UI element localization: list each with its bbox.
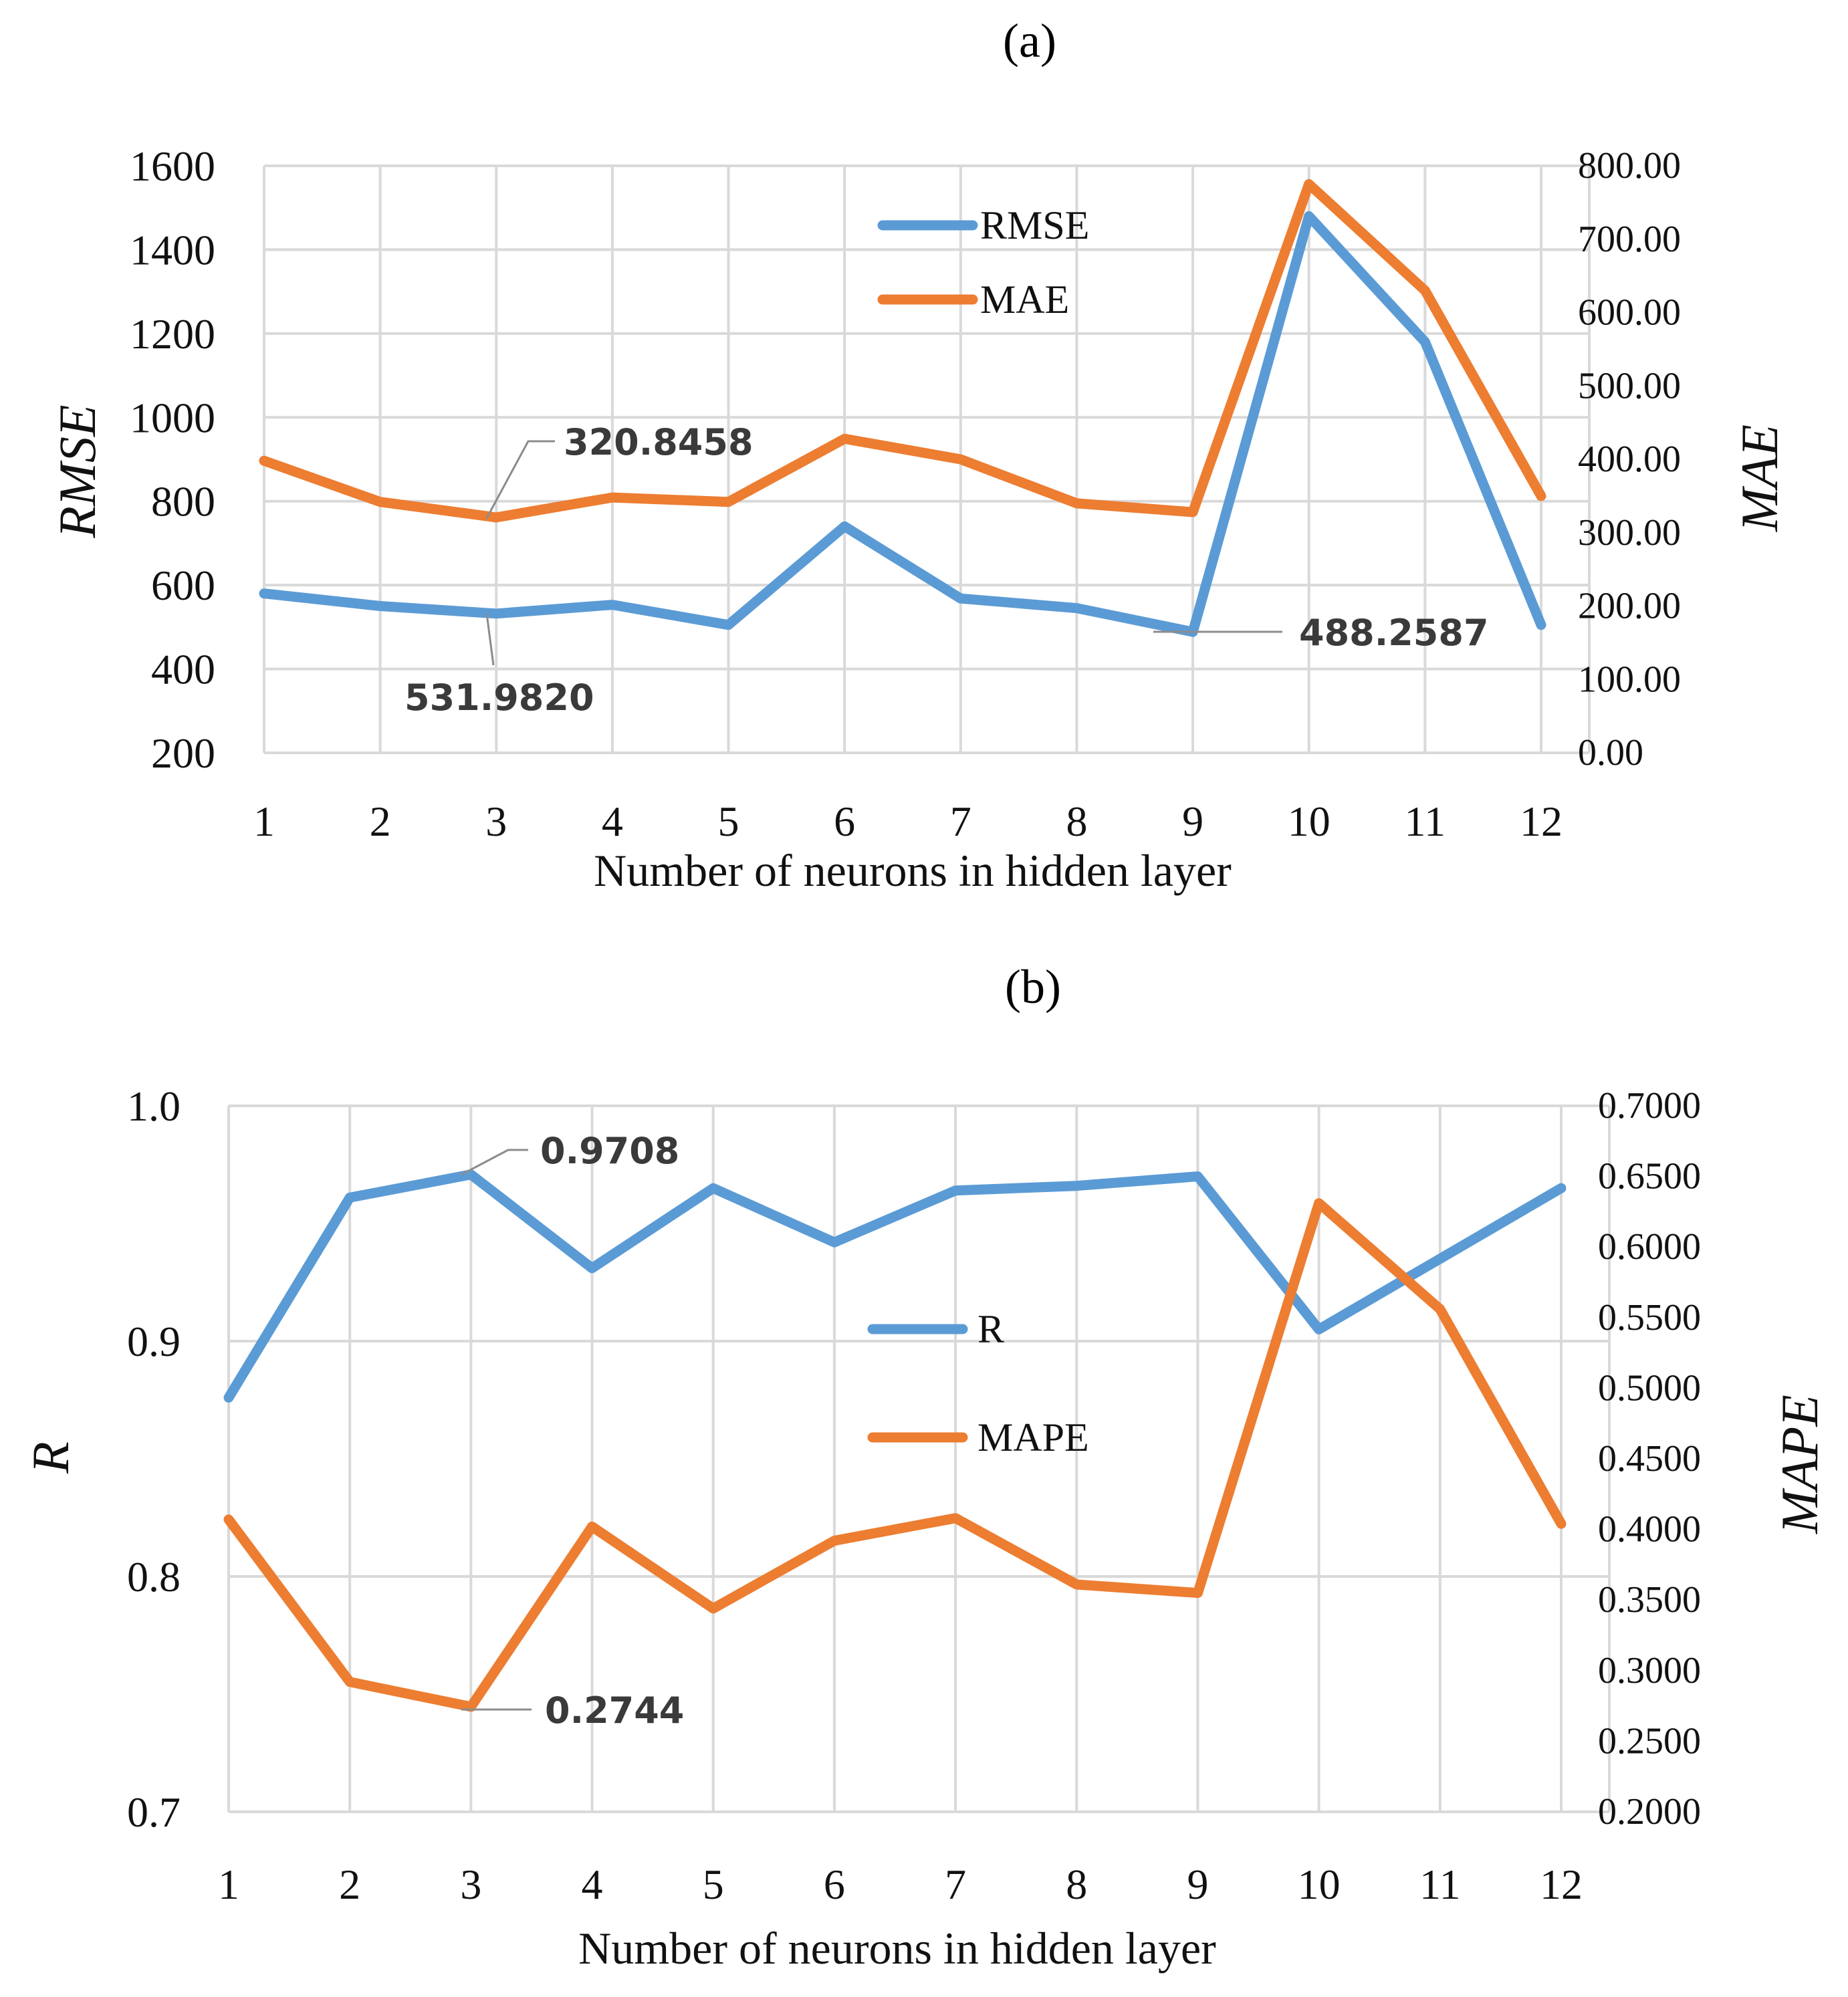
x-tick-label: 10 bbox=[1288, 798, 1331, 845]
y-tick-label: 1400 bbox=[130, 226, 215, 273]
y-right-tick-label: 200.00 bbox=[1578, 586, 1681, 627]
grid-a bbox=[263, 164, 1591, 754]
y-right-tick-label: 0.2000 bbox=[1598, 1791, 1701, 1833]
y-tick-label: 1.0 bbox=[127, 1082, 181, 1130]
y-tick-label: 1200 bbox=[130, 310, 215, 358]
y-tick-label: 1000 bbox=[130, 394, 215, 441]
annotation-mape-3: 0.2744 bbox=[545, 1689, 684, 1732]
y-right-tick-label: 100.00 bbox=[1578, 659, 1681, 700]
y-right-tick-label: 700.00 bbox=[1578, 219, 1681, 260]
x-axis-ticks-b: 1 2 3 4 5 6 7 8 9 10 11 12 bbox=[218, 1861, 1583, 1908]
x-tick-label: 5 bbox=[718, 798, 739, 845]
legend-label-mape: MAPE bbox=[977, 1415, 1089, 1459]
y-right-tick-label: 500.00 bbox=[1578, 365, 1681, 406]
x-tick-label: 4 bbox=[582, 1861, 603, 1908]
x-tick-label: 8 bbox=[1066, 1861, 1087, 1908]
x-tick-label: 6 bbox=[834, 798, 855, 845]
y-right-tick-label: 0.5500 bbox=[1598, 1297, 1701, 1338]
y-right-tick-label: 0.00 bbox=[1578, 732, 1643, 774]
x-tick-label: 10 bbox=[1298, 1861, 1341, 1908]
y-axis-title-b: R bbox=[21, 1441, 80, 1474]
series-a bbox=[259, 179, 1546, 637]
x-tick-label: 2 bbox=[339, 1861, 360, 1908]
x-tick-label: 9 bbox=[1187, 1861, 1208, 1908]
x-tick-label: 8 bbox=[1066, 798, 1087, 845]
y-right-tick-label: 0.5000 bbox=[1598, 1367, 1701, 1409]
series-line-r bbox=[223, 1169, 1567, 1403]
x-tick-label: 1 bbox=[218, 1861, 239, 1908]
x-tick-label: 12 bbox=[1520, 798, 1563, 845]
legend-label-r: R bbox=[977, 1307, 1004, 1351]
y-tick-label: 400 bbox=[151, 646, 215, 693]
x-tick-label: 12 bbox=[1540, 1861, 1583, 1908]
panel-a-label: (a) bbox=[1003, 14, 1056, 68]
y-tick-label: 0.7 bbox=[127, 1788, 181, 1836]
y-right-tick-label: 600.00 bbox=[1578, 292, 1681, 334]
x-tick-label: 5 bbox=[703, 1861, 724, 1908]
y-right-tick-label: 0.3500 bbox=[1598, 1579, 1701, 1621]
legend-a: RMSE MAE bbox=[877, 203, 1089, 322]
chart-panel-b: (b) 1.0 0.9 0.8 0.7 0.7000 0.6500 0.6000 0.550… bbox=[21, 960, 1829, 1974]
y-right-tick-label: 0.3000 bbox=[1598, 1650, 1701, 1691]
annotation-rmse-3: 531.9820 bbox=[405, 677, 594, 719]
y-right-tick-label: 400.00 bbox=[1578, 439, 1681, 480]
series-line-rmse bbox=[259, 211, 1546, 637]
chart-panel-a: (a) 1600 1400 1200 1000 800 600 400 200 800.00 7… bbox=[48, 14, 1788, 896]
y-tick-label: 1600 bbox=[130, 142, 215, 190]
x-axis-title-b: Number of neurons in hidden layer bbox=[578, 1923, 1216, 1974]
y-right-tick-label: 0.6500 bbox=[1598, 1156, 1701, 1197]
series-line-mape bbox=[223, 1198, 1567, 1712]
x-axis-title-a: Number of neurons in hidden layer bbox=[594, 845, 1232, 896]
y-tick-label: 200 bbox=[151, 729, 215, 777]
x-tick-label: 2 bbox=[370, 798, 391, 845]
x-tick-label: 7 bbox=[945, 1861, 966, 1908]
annotation-rmse-9: 488.2587 bbox=[1299, 612, 1489, 654]
y-right-tick-label: 0.7000 bbox=[1598, 1085, 1701, 1127]
left-axis-ticks-a: 1600 1400 1200 1000 800 600 400 200 bbox=[130, 142, 215, 777]
y-axis-right-title-b: MAPE bbox=[1770, 1395, 1829, 1534]
legend-label-rmse: RMSE bbox=[980, 203, 1089, 247]
legend-label-mae: MAE bbox=[980, 277, 1069, 322]
right-axis-ticks-b: 0.7000 0.6500 0.6000 0.5500 0.5000 0.4500 0.40… bbox=[1598, 1085, 1701, 1833]
y-right-tick-label: 800.00 bbox=[1578, 145, 1681, 187]
y-tick-label: 0.8 bbox=[127, 1553, 181, 1601]
y-right-tick-label: 300.00 bbox=[1578, 512, 1681, 554]
leader-line-mae-3 bbox=[485, 440, 555, 519]
leader-line-rmse-3 bbox=[485, 613, 495, 666]
x-tick-label: 4 bbox=[602, 798, 623, 845]
series-line-mae bbox=[259, 179, 1546, 523]
leader-line-r-3 bbox=[461, 1149, 528, 1176]
y-tick-label: 0.9 bbox=[127, 1318, 181, 1365]
legend-b: R MAPE bbox=[867, 1307, 1089, 1459]
annotation-mae-3: 320.8458 bbox=[564, 421, 754, 463]
x-tick-label: 9 bbox=[1182, 798, 1203, 845]
right-axis-ticks-a: 800.00 700.00 600.00 500.00 400.00 300.00 200.… bbox=[1578, 145, 1681, 774]
panel-b-label: (b) bbox=[1005, 960, 1061, 1014]
y-right-tick-label: 0.4000 bbox=[1598, 1509, 1701, 1550]
y-tick-label: 600 bbox=[151, 562, 215, 609]
annotations-b: 0.9708 0.2744 bbox=[461, 1130, 684, 1732]
y-right-tick-label: 0.4500 bbox=[1598, 1438, 1701, 1480]
grid-b bbox=[227, 1104, 1611, 1813]
x-tick-label: 1 bbox=[253, 798, 275, 845]
y-right-tick-label: 0.6000 bbox=[1598, 1226, 1701, 1268]
x-tick-label: 11 bbox=[1419, 1861, 1461, 1908]
series-b bbox=[223, 1169, 1567, 1712]
x-tick-label: 6 bbox=[824, 1861, 845, 1908]
left-axis-ticks-b: 1.0 0.9 0.8 0.7 bbox=[127, 1082, 181, 1836]
x-tick-label: 7 bbox=[950, 798, 971, 845]
y-axis-right-title-a: MAE bbox=[1730, 425, 1788, 532]
x-tick-label: 11 bbox=[1405, 798, 1446, 845]
x-axis-ticks-a: 1 2 3 4 5 6 7 8 9 10 11 12 bbox=[253, 798, 1563, 845]
y-tick-label: 800 bbox=[151, 478, 215, 525]
annotation-r-3: 0.9708 bbox=[540, 1130, 679, 1172]
annotations-a: 320.8458 531.9820 488.2587 bbox=[405, 421, 1489, 719]
y-right-tick-label: 0.2500 bbox=[1598, 1720, 1701, 1762]
x-tick-label: 3 bbox=[485, 798, 507, 845]
x-tick-label: 3 bbox=[460, 1861, 481, 1908]
y-axis-title-a: RMSE bbox=[48, 404, 106, 538]
